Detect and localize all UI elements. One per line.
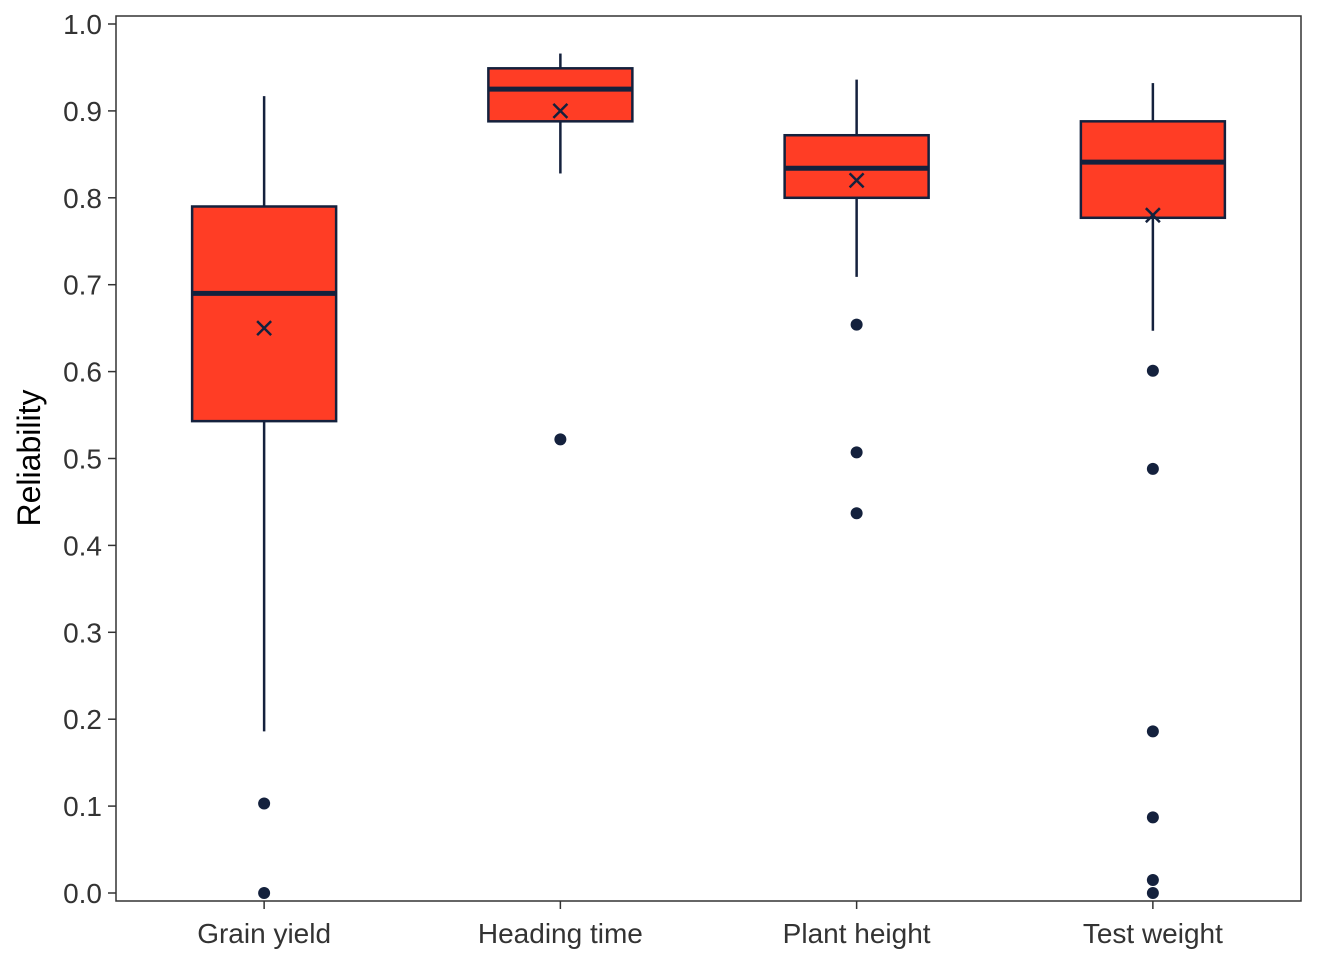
y-tick-label: 0.9 [63, 96, 102, 127]
mean-marker [256, 320, 273, 337]
outlier-point [258, 887, 271, 899]
y-tick-label: 0.8 [63, 183, 102, 214]
x-tick-label: Heading time [478, 918, 643, 949]
y-tick-label: 0.7 [63, 270, 102, 301]
outlier-point [1146, 725, 1159, 738]
outlier-point [1146, 811, 1159, 824]
outlier-point [850, 318, 863, 331]
box-group-heading-time [487, 53, 634, 446]
outlier-point [850, 507, 863, 520]
y-tick-label: 0.6 [63, 357, 102, 388]
y-tick-label: 0.2 [63, 704, 102, 735]
mean-cross-stroke [848, 172, 865, 189]
y-tick-label: 0.5 [63, 444, 102, 475]
mean-cross-stroke [552, 103, 569, 119]
outlier-point [850, 446, 863, 459]
outlier-point [1146, 873, 1159, 886]
y-tick-label: 0.0 [63, 878, 102, 909]
iqr-box [190, 205, 338, 423]
mean-cross-stroke [1144, 207, 1161, 224]
y-tick-label: 1.0 [63, 9, 102, 40]
mean-cross-stroke [256, 320, 273, 337]
x-axis: Grain yield Heading time Plant height Test … [197, 901, 1223, 949]
iqr-box [487, 67, 634, 123]
y-tick-label: 0.3 [63, 617, 102, 648]
outlier-point [1146, 887, 1159, 899]
iqr-box [1079, 120, 1227, 220]
box-group-grain-yield [190, 96, 338, 899]
y-axis: 0.0 0.1 0.2 0.3 0.4 0.5 0.6 0.7 0.8 0.9 1.0 [63, 9, 116, 909]
outlier-point [554, 433, 567, 446]
x-tick-label: Test weight [1083, 918, 1223, 949]
y-tick-label: 0.4 [63, 530, 102, 561]
box-group-plant-height [783, 79, 930, 520]
outlier-point [258, 797, 271, 810]
y-tick-label: 0.1 [63, 791, 102, 822]
outlier-point [1146, 462, 1159, 475]
outlier-point [1146, 364, 1159, 377]
boxes [190, 53, 1227, 899]
x-tick-label: Grain yield [197, 918, 331, 949]
mean-marker [1144, 207, 1161, 224]
box-group-test-weight [1079, 83, 1227, 899]
y-axis-title: Reliability [11, 390, 47, 527]
mean-marker [552, 103, 569, 119]
x-tick-label: Plant height [783, 918, 931, 949]
mean-marker [848, 172, 865, 189]
